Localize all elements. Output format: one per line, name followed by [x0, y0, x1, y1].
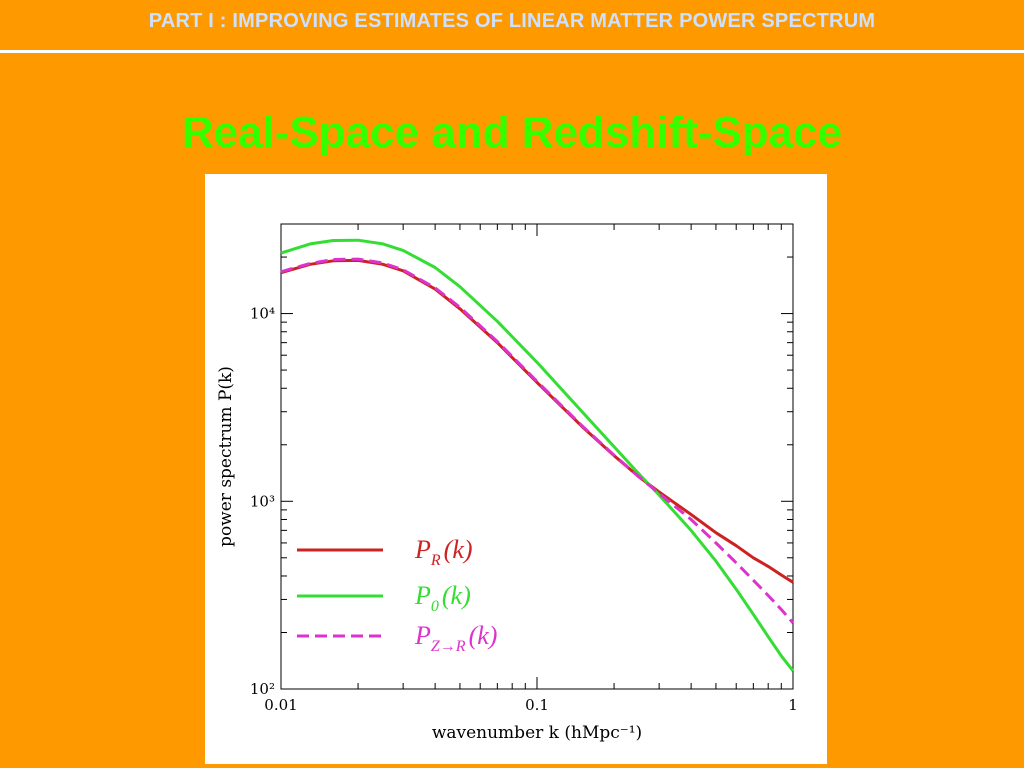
series-line-3	[280, 257, 795, 624]
legend-label-subscript: Z→R	[431, 638, 466, 655]
legend-label-argument: (k)	[469, 621, 498, 650]
legend-label-subscript: R	[430, 552, 441, 569]
legend: PR (k)P0 (k)PZ→R (k)	[297, 535, 497, 655]
plot-frame	[280, 223, 794, 690]
y-axis-label: power spectrum P(k)	[216, 366, 236, 547]
power-spectrum-chart: 0.01 0.1 1 10² 10³ 10⁴ wavenumber k (hMpc⁻¹) po…	[216, 223, 798, 743]
legend-label-argument: (k)	[442, 581, 471, 610]
x-tick-label: 1	[788, 696, 798, 714]
series-line-2	[280, 238, 795, 672]
legend-label-main: P	[414, 621, 431, 650]
legend-label-main: P	[414, 535, 431, 564]
x-axis-label: wavenumber k (hMpc⁻¹)	[432, 723, 642, 743]
x-tick-label: 0.01	[264, 696, 297, 714]
legend-label-1: PR (k)	[414, 535, 473, 569]
x-tick-label: 0.1	[525, 696, 549, 714]
legend-label-main: P	[414, 581, 431, 610]
legend-label-argument: (k)	[444, 535, 473, 564]
y-tick-label: 10⁴	[250, 305, 275, 323]
legend-label-subscript: 0	[431, 598, 439, 615]
legend-label-3: PZ→R (k)	[414, 621, 497, 655]
y-tick-label: 10²	[250, 680, 275, 698]
header-divider	[0, 50, 1024, 53]
legend-label-2: P0 (k)	[414, 581, 471, 615]
chart-figure: 0.01 0.1 1 10² 10³ 10⁴ wavenumber k (hMpc⁻¹) po…	[205, 174, 827, 764]
header-title: PART I : IMPROVING ESTIMATES OF LINEAR M…	[148, 10, 876, 32]
series-line-1	[280, 258, 794, 584]
y-tick-label: 10³	[250, 492, 275, 510]
slide-title: Real-Space and Redshift-Space	[181, 108, 843, 157]
